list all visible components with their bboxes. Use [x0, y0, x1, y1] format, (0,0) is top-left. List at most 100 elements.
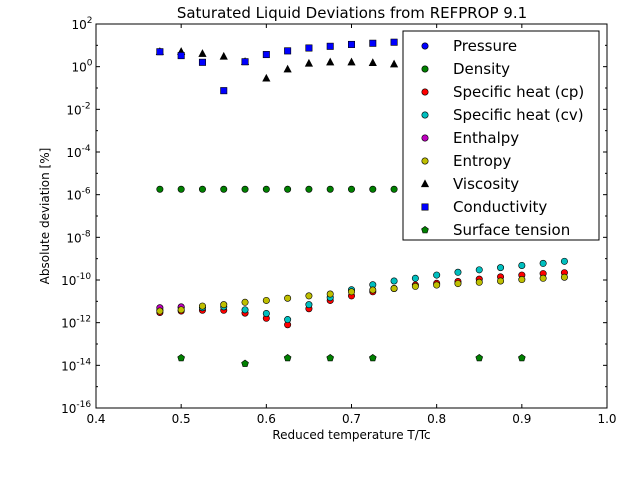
series-surface-tension: [177, 354, 526, 367]
data-point: [220, 185, 228, 193]
y-axis-label: Absolute deviation [%]: [38, 148, 52, 285]
legend-label: Surface tension: [453, 221, 570, 239]
legend-marker: [421, 134, 429, 142]
data-point: [539, 274, 547, 282]
legend-entry: Surface tension: [421, 221, 570, 239]
y-tick-exponent: -16: [76, 400, 91, 410]
x-tick-label: 0.7: [342, 412, 361, 426]
legend-marker: [421, 226, 429, 234]
y-tick-label: 10: [72, 61, 87, 75]
y-tick-label: 10: [61, 402, 76, 416]
data-point: [389, 59, 399, 68]
data-point: [304, 58, 314, 67]
data-point: [326, 354, 334, 362]
y-tick-label: 10: [66, 189, 81, 203]
y-tick-label: 10: [72, 18, 87, 32]
legend-entry: Conductivity: [421, 198, 547, 216]
data-point: [411, 282, 419, 290]
y-tick-label: 10: [66, 146, 81, 160]
x-tick-label: 0.8: [427, 412, 446, 426]
data-point: [198, 49, 207, 57]
legend-label: Conductivity: [453, 198, 547, 216]
legend-label: Specific heat (cv): [453, 106, 584, 124]
data-point: [390, 38, 398, 46]
data-point: [262, 309, 270, 317]
data-point: [220, 301, 228, 309]
series-conductivity: [156, 38, 398, 95]
legend-label: Specific heat (cp): [453, 83, 584, 101]
y-tick-label: 10: [61, 274, 76, 288]
data-point: [241, 298, 249, 306]
data-point: [177, 185, 185, 193]
y-tick-exponent: -6: [82, 187, 91, 197]
ticks-layer: 0.4 0.5 0.6 0.7 0.8 0.9 1.010 210 010 -210 -410 -61…: [61, 16, 616, 426]
plot-area: 0.4 0.5 0.6 0.7 0.8 0.9 1.010 210 010 -210 -410 -61…: [61, 16, 616, 426]
data-point: [518, 261, 526, 269]
y-tick-exponent: -4: [82, 144, 91, 154]
legend-label: Enthalpy: [453, 129, 519, 147]
data-point: [475, 266, 483, 274]
data-point: [241, 58, 249, 66]
data-point: [475, 354, 484, 362]
data-point: [283, 64, 292, 73]
data-point: [560, 257, 568, 265]
data-point: [347, 57, 356, 66]
data-point: [369, 185, 377, 193]
data-point: [284, 185, 292, 193]
y-tick-label: 10: [61, 359, 76, 373]
data-point: [454, 280, 462, 288]
legend-marker: [420, 179, 430, 188]
data-point: [368, 58, 377, 67]
y-tick-exponent: -8: [82, 229, 91, 239]
legend-marker: [421, 65, 429, 73]
x-axis-label: Reduced temperature T/Tc: [272, 428, 430, 442]
data-point: [347, 288, 355, 296]
data-point: [262, 73, 271, 82]
data-point: [347, 40, 355, 48]
data-point: [198, 58, 206, 66]
data-point: [390, 185, 398, 193]
y-tick-label: 10: [66, 103, 81, 117]
legend: Pressure Density Specific heat (cp) Specifi…: [402, 30, 600, 241]
data-point: [326, 290, 334, 298]
data-point: [326, 42, 334, 50]
legend-frame: [402, 30, 600, 241]
y-tick-exponent: 2: [87, 16, 93, 26]
legend-marker: [421, 42, 429, 50]
chart-title: Saturated Liquid Deviations from REFPROP…: [177, 4, 527, 22]
data-point: [454, 268, 462, 276]
data-point: [241, 185, 249, 193]
legend-label: Viscosity: [453, 175, 519, 193]
y-tick-exponent: 0: [87, 59, 93, 69]
x-tick-label: 0.4: [86, 412, 105, 426]
legend-marker: [421, 111, 429, 119]
legend-label: Density: [453, 60, 510, 78]
x-tick-label: 0.5: [172, 412, 191, 426]
data-point: [390, 277, 398, 285]
data-point: [539, 259, 547, 267]
data-point: [497, 277, 505, 285]
data-point: [284, 47, 292, 55]
legend-marker: [421, 88, 429, 96]
data-point: [284, 316, 292, 324]
data-point: [305, 44, 313, 52]
data-point: [284, 294, 292, 302]
data-point: [369, 286, 377, 294]
points-layer: [155, 38, 568, 367]
data-point: [305, 301, 313, 309]
data-point: [390, 284, 398, 292]
legend-marker: [421, 203, 429, 211]
data-point: [262, 296, 270, 304]
data-point: [156, 307, 164, 315]
y-tick-exponent: -2: [82, 101, 91, 111]
data-point: [241, 359, 249, 367]
data-point: [433, 271, 441, 279]
legend-entry: Pressure: [421, 37, 517, 55]
data-point: [241, 306, 249, 314]
data-point: [518, 276, 526, 284]
legend-entry: Enthalpy: [421, 129, 519, 147]
legend-entry: Viscosity: [420, 175, 519, 193]
data-point: [305, 185, 313, 193]
y-tick-label: 10: [66, 231, 81, 245]
